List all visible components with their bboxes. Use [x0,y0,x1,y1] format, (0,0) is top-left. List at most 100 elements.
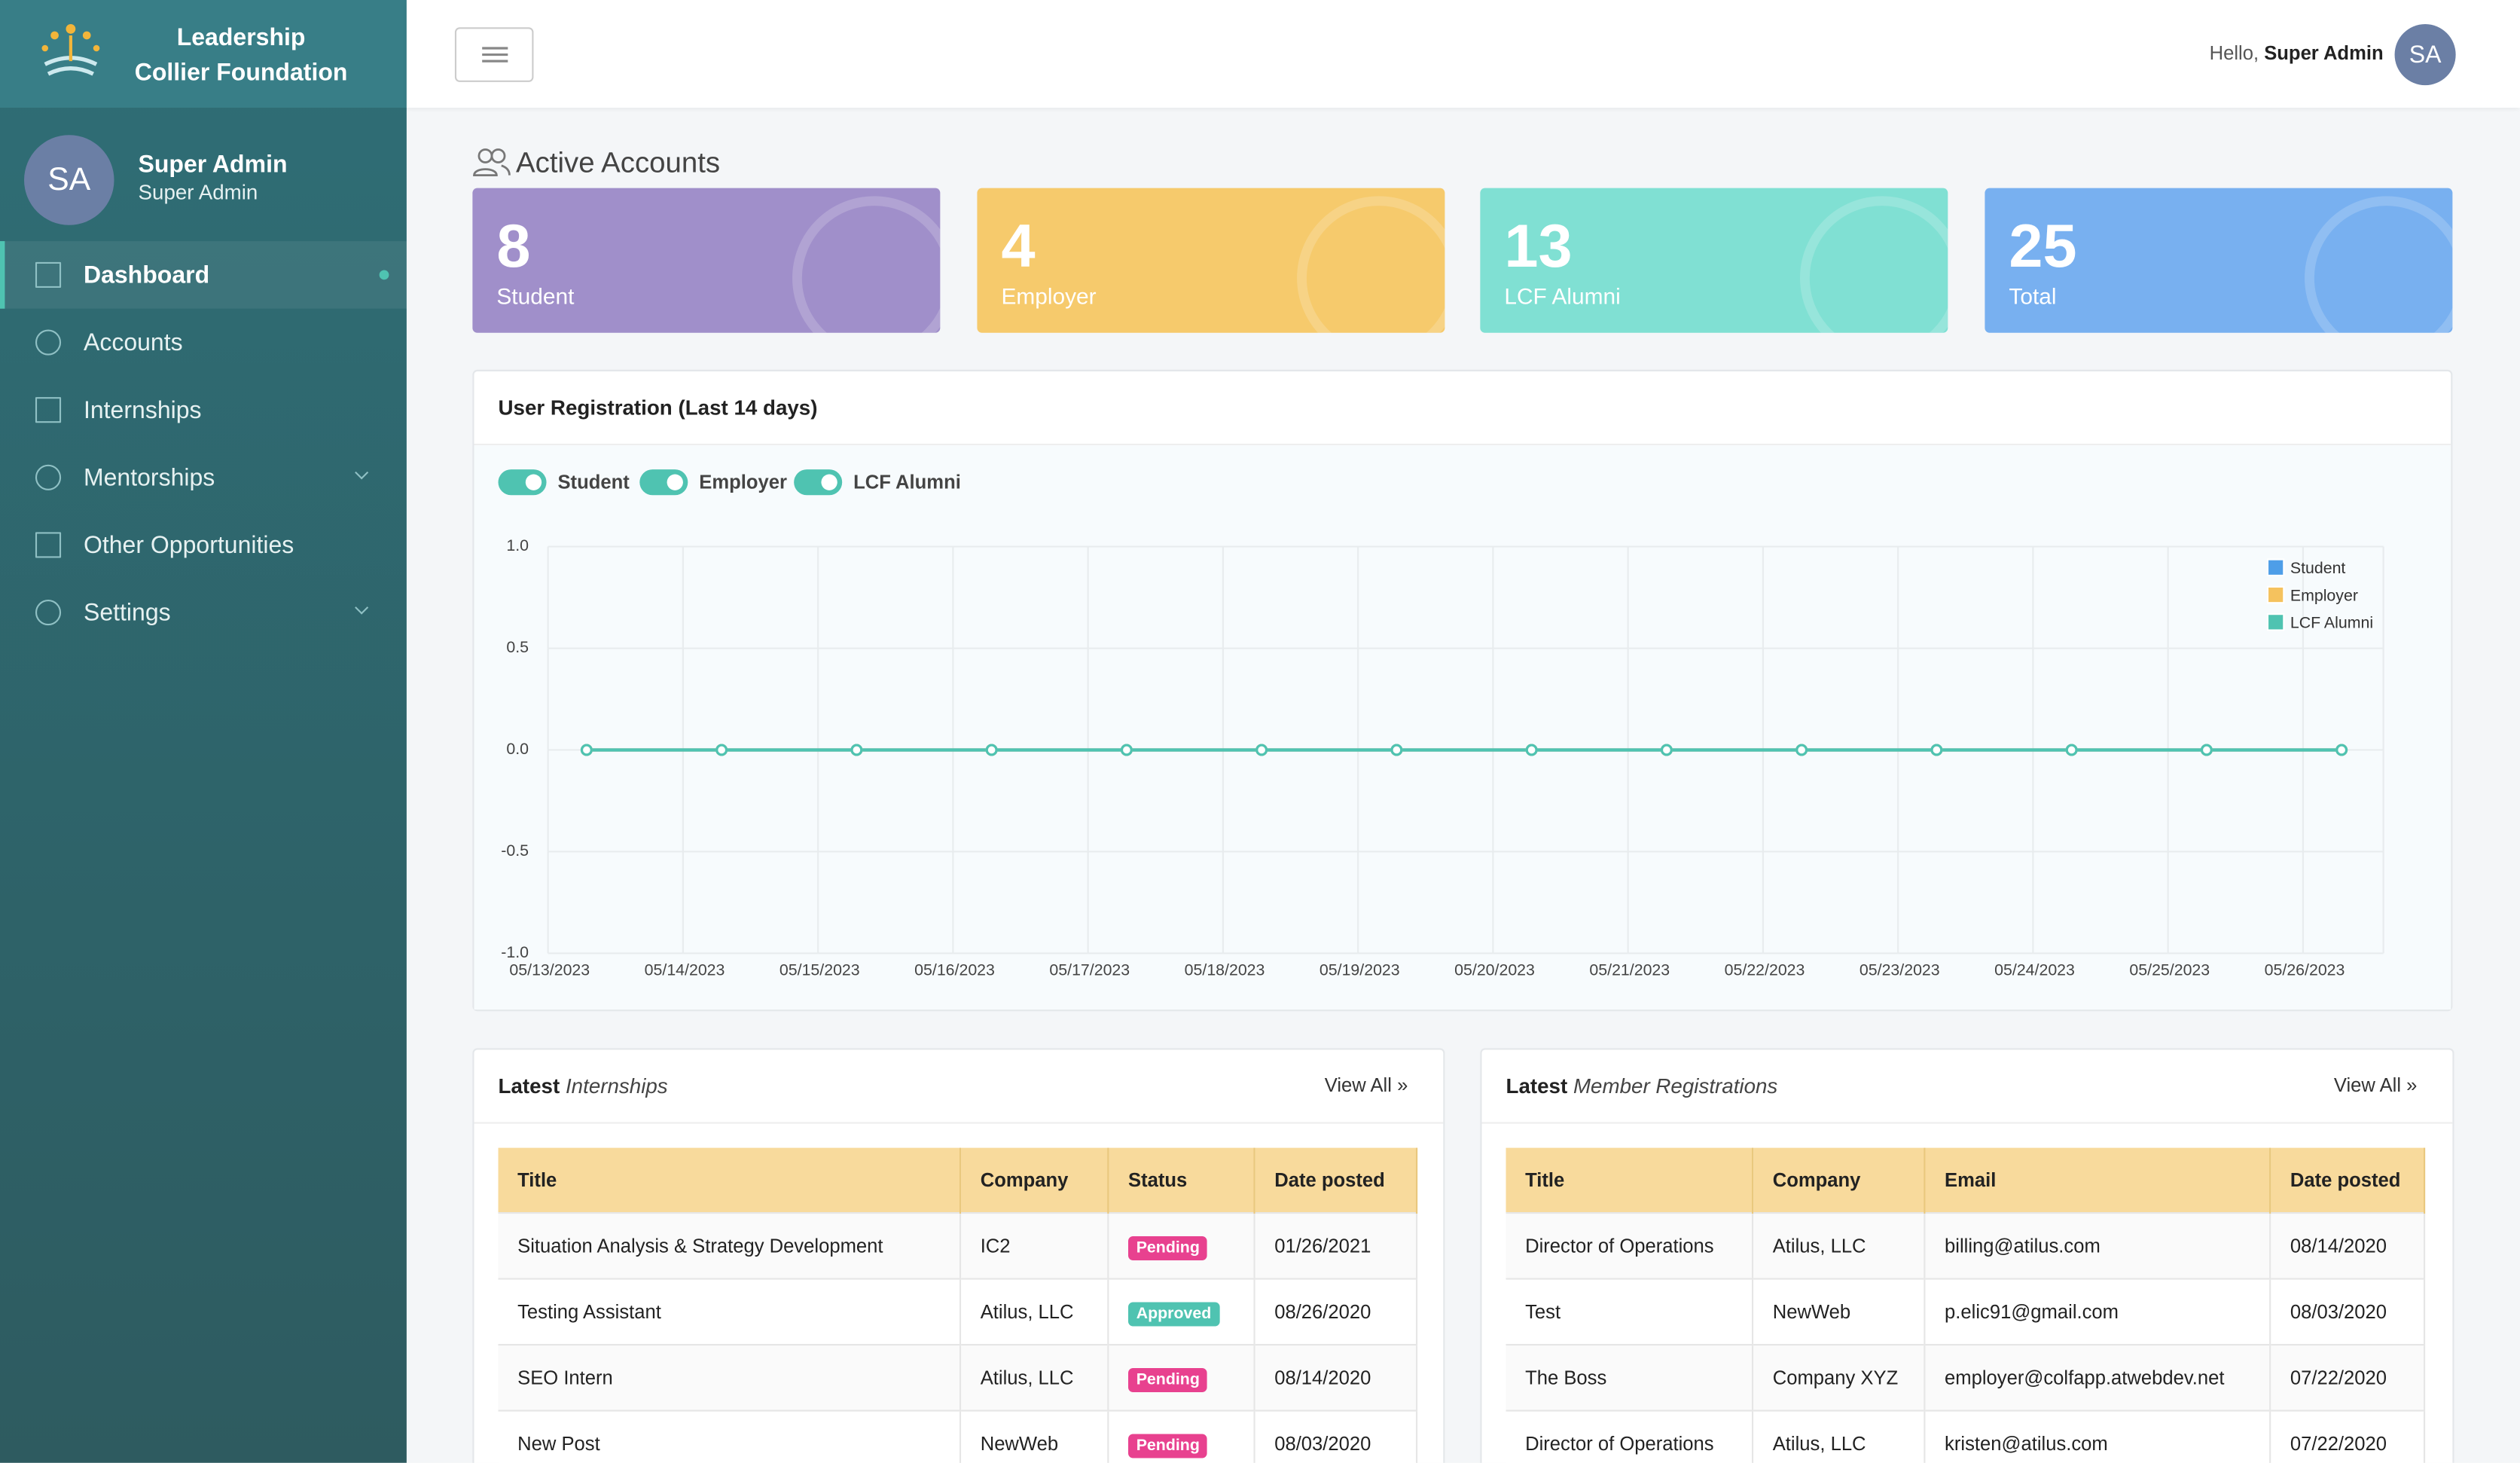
legend-label: Student [2290,559,2346,577]
status-badge: Pending [1128,1236,1208,1260]
nav-icon [35,329,61,355]
data-point [1257,745,1267,755]
nav-label: Mentorships [84,464,215,491]
x-tick-label: 05/21/2023 [1589,961,1670,979]
table-row: SEO InternAtilus, LLCPending08/14/2020 [499,1345,1417,1410]
toggle-switch [639,469,688,495]
column-header: Date posted [1255,1148,1417,1213]
stat-label: LCF Alumni [1504,283,1620,309]
toggle-label: LCF Alumni [853,471,961,493]
x-tick-label: 05/13/2023 [509,961,590,979]
nav-item[interactable]: Internships [0,376,407,444]
table-cell: p.elic91@gmail.com [1924,1279,2270,1345]
table-cell: 07/22/2020 [2270,1345,2424,1410]
series-toggle[interactable]: Student [499,469,630,495]
status-badge: Pending [1128,1434,1208,1458]
nav-item[interactable]: Mentorships [0,444,407,512]
nav-label: Settings [84,599,171,626]
x-tick-label: 05/26/2023 [2265,961,2345,979]
table-cell: Situation Analysis & Strategy Developmen… [499,1213,961,1278]
table-cell: Director of Operations [1506,1411,1753,1463]
line-chart: 1.00.50.0-0.5-1.005/13/202305/14/202305/… [474,371,2451,1009]
legend-swatch [2268,614,2284,630]
user-avatar[interactable]: SA [2395,24,2456,85]
nav-icon [35,465,61,490]
nav-item[interactable]: Accounts [0,309,407,377]
stat-card[interactable]: 8Student [472,188,940,333]
table-row: Director of OperationsAtilus, LLCbilling… [1506,1213,2424,1278]
panel-title: Latest Member Registrations [1506,1074,1777,1098]
table-cell: 08/03/2020 [1255,1411,1417,1463]
nav-item[interactable]: Other Opportunities [0,512,407,579]
stat-label: Student [496,283,574,309]
data-point [717,745,727,755]
table-cell: Pending [1108,1411,1254,1463]
accounts-icon [472,146,511,179]
view-all-text: View All [1325,1074,1392,1096]
y-tick-label: 0.5 [506,638,529,656]
table-row: Situation Analysis & Strategy Developmen… [499,1213,1417,1278]
card-watermark [1297,196,1445,332]
data-table: TitleCompanyStatusDate postedSituation A… [499,1148,1418,1463]
data-point [1121,745,1131,755]
panel-title-bold: Latest [1506,1074,1567,1098]
data-point [1661,745,1671,755]
column-header: Date posted [2270,1148,2424,1213]
chevron [355,601,368,615]
sidebar-role: Super Admin [139,180,258,204]
nav-item[interactable]: Dashboard [0,241,411,309]
greeting-text: Hello, [2210,41,2259,64]
brand-line: Collier Foundation [121,57,362,92]
column-header: Company [1753,1148,1924,1213]
stat-label: Employer [1001,283,1096,309]
members-panel: Latest Member Registrations View All » Tit… [1480,1048,2454,1463]
nav-label: Dashboard [84,261,209,289]
y-tick-label: 0.0 [506,740,529,758]
stat-card[interactable]: 4Employer [977,188,1445,333]
x-tick-label: 05/14/2023 [645,961,725,979]
data-point [2337,745,2347,755]
table-cell: Testing Assistant [499,1279,961,1345]
view-all-text: View All [2334,1074,2401,1096]
top-bar: Hello, Super Admin SA [407,0,2520,108]
toggle-label: Student [557,471,629,493]
data-point [2067,745,2076,755]
view-all[interactable]: View All » [1325,1074,1408,1096]
card-watermark [2305,196,2452,332]
table-cell: NewWeb [1753,1279,1924,1345]
series-toggle[interactable]: Employer [639,469,787,495]
column-header: Company [960,1148,1108,1213]
status-badge: Pending [1128,1368,1208,1392]
greeting: Hello, Super Admin [2210,41,2384,64]
brand-line: Leadership [121,21,362,57]
table-row: Testing AssistantAtilus, LLCApproved08/2… [499,1279,1417,1345]
card-watermark [1800,196,1948,332]
x-tick-label: 05/20/2023 [1454,961,1535,979]
header-row: TitleCompanyEmailDate posted [1506,1148,2424,1213]
nav-icon [35,262,61,288]
table-cell: Atilus, LLC [960,1345,1108,1410]
section-title: Active Accounts [516,146,720,180]
table-cell: Company XYZ [1753,1345,1924,1410]
panel-title-italic: Member Registrations [1573,1074,1777,1098]
table-cell: Director of Operations [1506,1213,1753,1278]
data-point [852,745,862,755]
nav-icon [35,532,61,557]
stat-value: 25 [2009,214,2076,283]
data-point [2201,745,2211,755]
stat-card[interactable]: 13LCF Alumni [1480,188,1948,333]
view-all[interactable]: View All » [2334,1074,2418,1096]
legend-label: LCF Alumni [2290,614,2373,632]
stat-value: 13 [1504,214,1572,283]
stat-card[interactable]: 25Total [1985,188,2452,333]
nav-item[interactable]: Settings [0,579,407,646]
user-name[interactable]: Super Admin [2264,41,2383,64]
series-toggle[interactable]: LCF Alumni [794,469,961,495]
nav-label: Internships [84,396,202,423]
chart-panel: User Registration (Last 14 days) 1.00.50… [472,370,2452,1011]
x-tick-label: 05/18/2023 [1185,961,1265,979]
legend-swatch [2268,560,2284,576]
menu-toggle[interactable] [455,27,534,82]
